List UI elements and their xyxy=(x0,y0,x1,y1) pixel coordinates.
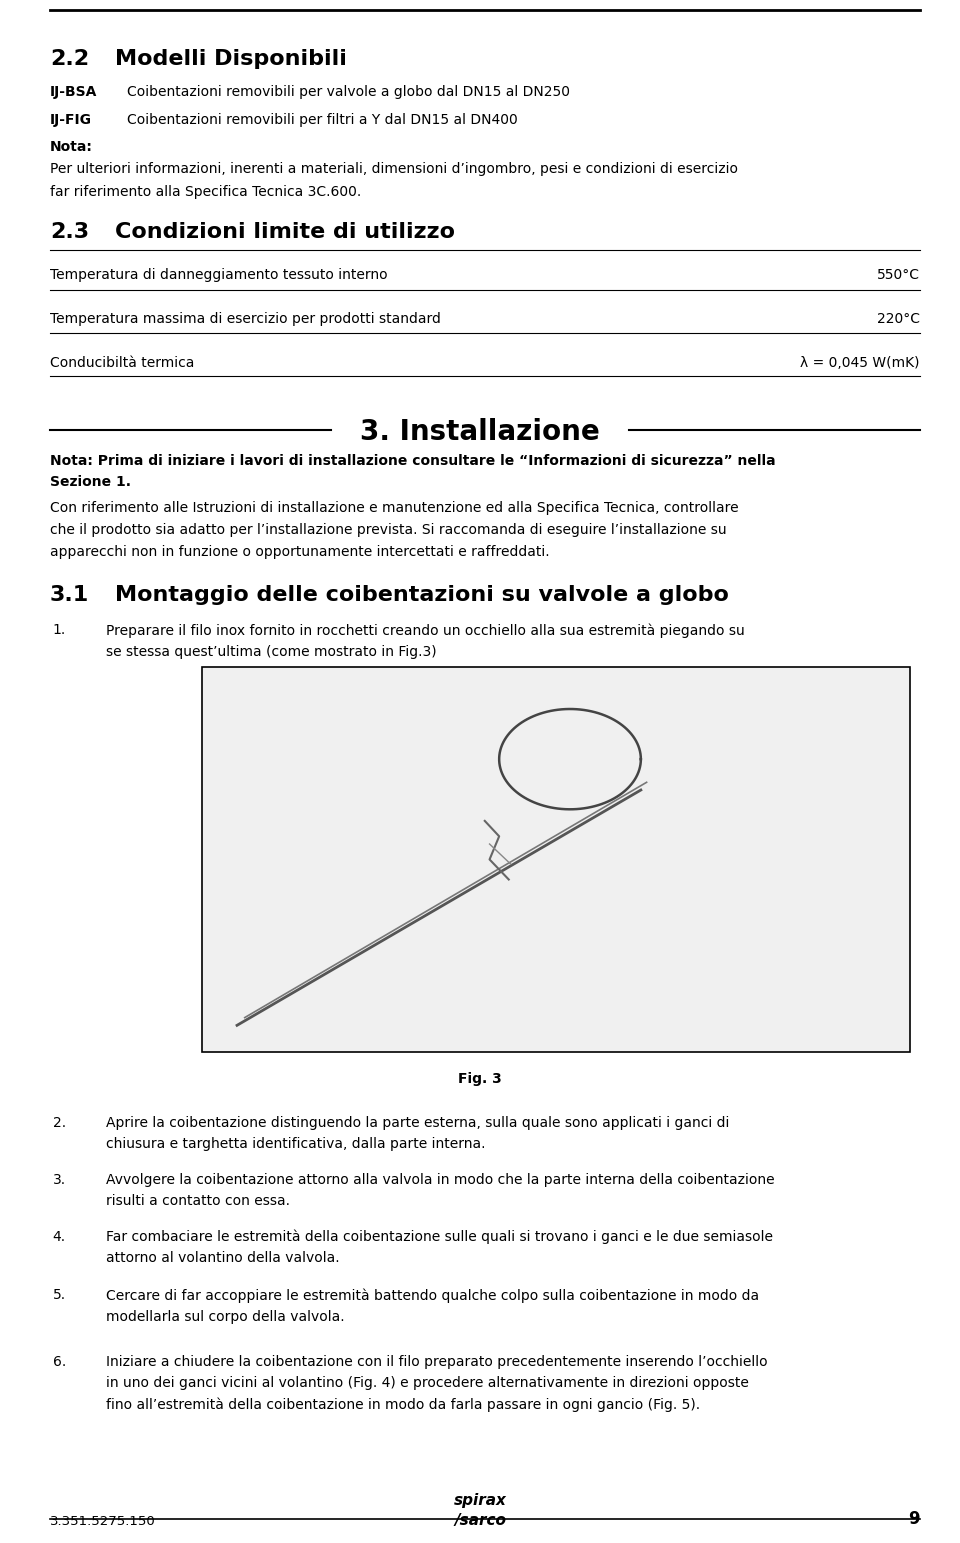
Text: 4.: 4. xyxy=(53,1230,66,1244)
Text: Far combaciare le estremità della coibentazione sulle quali si trovano i ganci e: Far combaciare le estremità della coiben… xyxy=(106,1230,773,1244)
Text: 3.1: 3.1 xyxy=(50,585,89,605)
Text: risulti a contatto con essa.: risulti a contatto con essa. xyxy=(106,1194,290,1208)
Text: 6.: 6. xyxy=(53,1355,66,1369)
Text: Nota: Prima di iniziare i lavori di installazione consultare le “Informazioni di: Nota: Prima di iniziare i lavori di inst… xyxy=(50,454,776,468)
Text: modellarla sul corpo della valvola.: modellarla sul corpo della valvola. xyxy=(106,1310,345,1324)
Text: attorno al volantino della valvola.: attorno al volantino della valvola. xyxy=(106,1251,339,1265)
Text: Nota:: Nota: xyxy=(50,140,93,154)
Text: che il prodotto sia adatto per l’installazione prevista. Si raccomanda di esegui: che il prodotto sia adatto per l’install… xyxy=(50,523,727,537)
Text: spirax: spirax xyxy=(453,1492,507,1508)
Text: λ = 0,045 W(mK): λ = 0,045 W(mK) xyxy=(801,356,920,370)
Text: 550°C: 550°C xyxy=(876,268,920,282)
Bar xyxy=(202,667,910,1052)
Text: 2.3: 2.3 xyxy=(50,222,89,242)
Text: Montaggio delle coibentazioni su valvole a globo: Montaggio delle coibentazioni su valvole… xyxy=(115,585,729,605)
Text: 9: 9 xyxy=(908,1509,920,1528)
Text: 2.: 2. xyxy=(53,1116,66,1129)
Text: Preparare il filo inox fornito in rocchetti creando un occhiello alla sua estrem: Preparare il filo inox fornito in rocche… xyxy=(106,623,744,637)
Text: Coibentazioni removibili per valvole a globo dal DN15 al DN250: Coibentazioni removibili per valvole a g… xyxy=(127,85,569,99)
Text: /sarco: /sarco xyxy=(454,1512,506,1528)
Text: Temperatura massima di esercizio per prodotti standard: Temperatura massima di esercizio per pro… xyxy=(50,312,441,326)
Text: 1.: 1. xyxy=(53,623,66,637)
Text: Coibentazioni removibili per filtri a Y dal DN15 al DN400: Coibentazioni removibili per filtri a Y … xyxy=(127,113,517,127)
Text: 220°C: 220°C xyxy=(876,312,920,326)
Text: in uno dei ganci vicini al volantino (Fig. 4) e procedere alternativamente in di: in uno dei ganci vicini al volantino (Fi… xyxy=(106,1376,749,1390)
Text: 5.: 5. xyxy=(53,1288,66,1302)
Text: IJ-FIG: IJ-FIG xyxy=(50,113,92,127)
Text: Sezione 1.: Sezione 1. xyxy=(50,475,131,489)
Text: Temperatura di danneggiamento tessuto interno: Temperatura di danneggiamento tessuto in… xyxy=(50,268,388,282)
Text: Fig. 3: Fig. 3 xyxy=(458,1072,502,1086)
Text: 3. Installazione: 3. Installazione xyxy=(360,418,600,446)
Text: 3.: 3. xyxy=(53,1173,66,1187)
Text: fino all’estremità della coibentazione in modo da farla passare in ogni gancio (: fino all’estremità della coibentazione i… xyxy=(106,1398,700,1412)
Text: se stessa quest’ultima (come mostrato in Fig.3): se stessa quest’ultima (come mostrato in… xyxy=(106,645,436,659)
Text: far riferimento alla Specifica Tecnica 3C.600.: far riferimento alla Specifica Tecnica 3… xyxy=(50,185,361,199)
Text: Avvolgere la coibentazione attorno alla valvola in modo che la parte interna del: Avvolgere la coibentazione attorno alla … xyxy=(106,1173,774,1187)
Text: 3.351.5275.150: 3.351.5275.150 xyxy=(50,1515,156,1528)
Text: Per ulteriori informazioni, inerenti a materiali, dimensioni d’ingombro, pesi e : Per ulteriori informazioni, inerenti a m… xyxy=(50,162,738,176)
Text: Cercare di far accoppiare le estremità battendo qualche colpo sulla coibentazion: Cercare di far accoppiare le estremità b… xyxy=(106,1288,758,1302)
Text: chiusura e targhetta identificativa, dalla parte interna.: chiusura e targhetta identificativa, dal… xyxy=(106,1137,485,1151)
Text: Modelli Disponibili: Modelli Disponibili xyxy=(115,49,348,69)
Text: Iniziare a chiudere la coibentazione con il filo preparato precedentemente inser: Iniziare a chiudere la coibentazione con… xyxy=(106,1355,767,1369)
Text: apparecchi non in funzione o opportunamente intercettati e raffreddati.: apparecchi non in funzione o opportuname… xyxy=(50,545,549,559)
Text: Condizioni limite di utilizzo: Condizioni limite di utilizzo xyxy=(115,222,455,242)
Text: 2.2: 2.2 xyxy=(50,49,89,69)
Text: Conducibiltà termica: Conducibiltà termica xyxy=(50,356,194,370)
Text: IJ-BSA: IJ-BSA xyxy=(50,85,97,99)
Text: Aprire la coibentazione distinguendo la parte esterna, sulla quale sono applicat: Aprire la coibentazione distinguendo la … xyxy=(106,1116,729,1129)
Text: Con riferimento alle Istruzioni di installazione e manutenzione ed alla Specific: Con riferimento alle Istruzioni di insta… xyxy=(50,501,738,515)
